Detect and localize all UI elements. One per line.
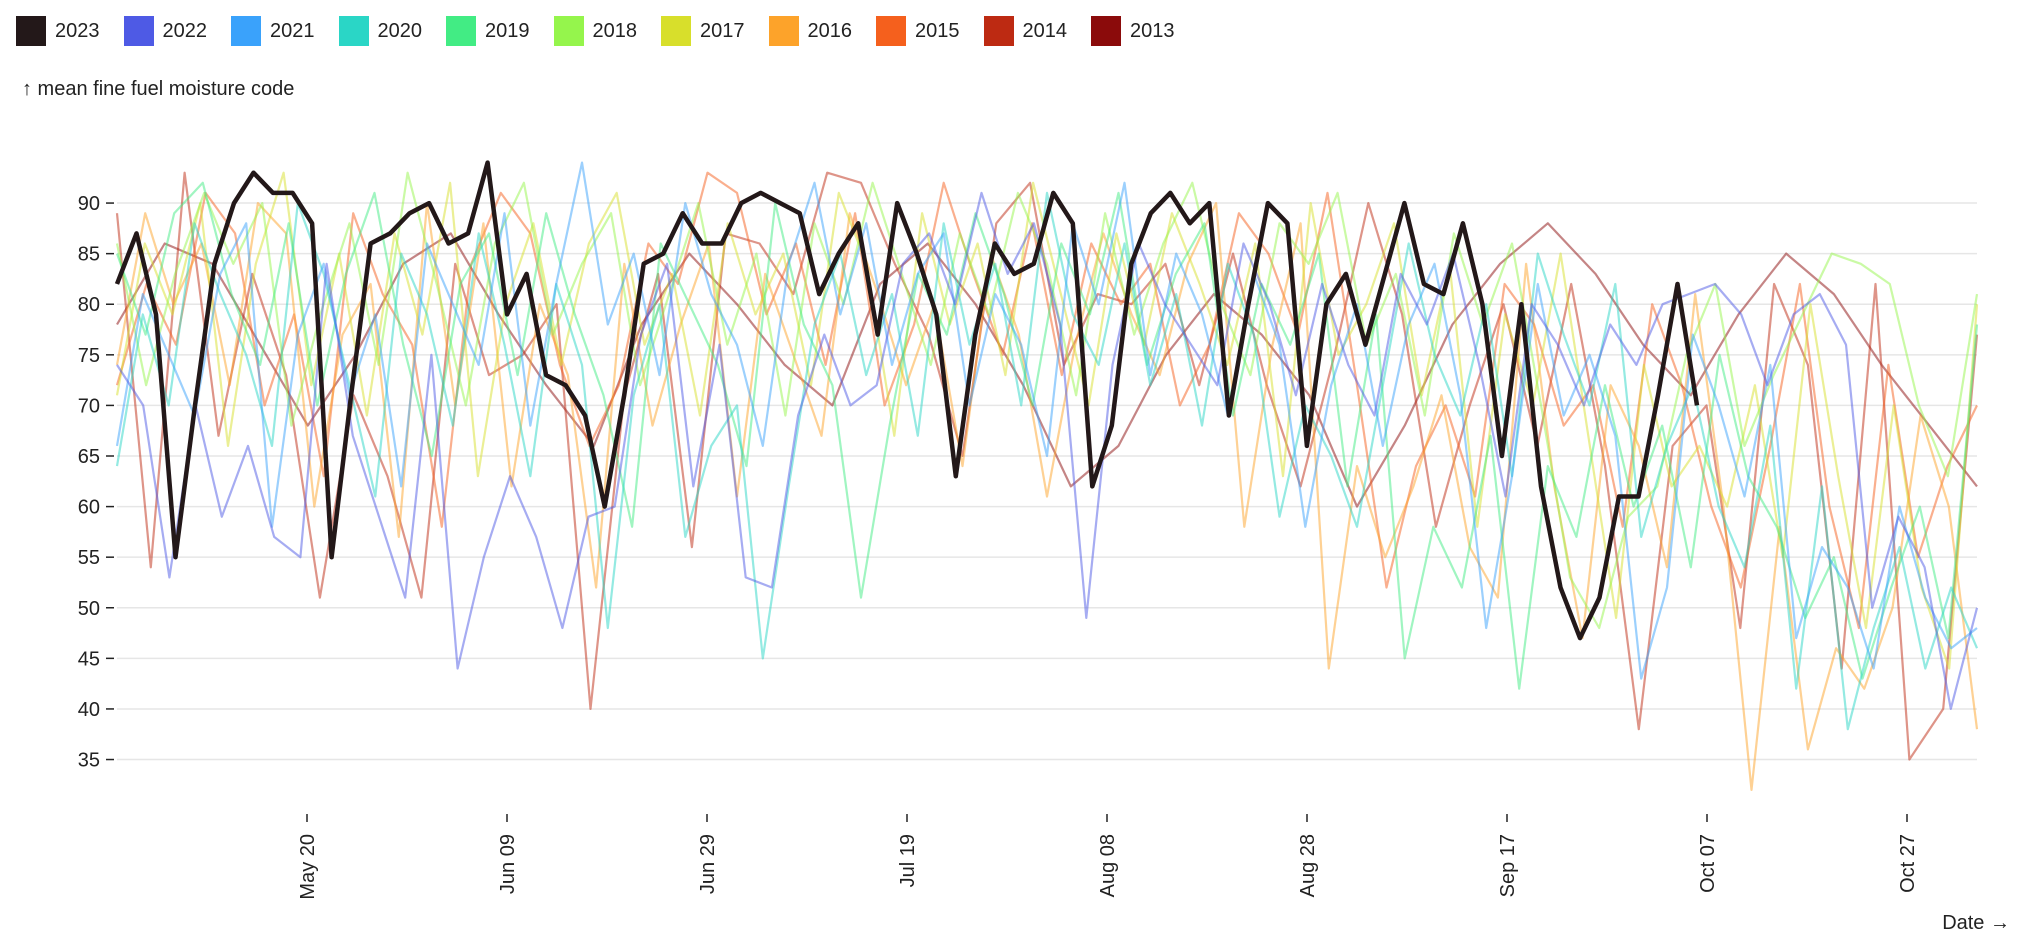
x-tick-label: Sep 17 [1497, 834, 1519, 897]
legend-item-2014[interactable]: 2014 [983, 16, 1068, 46]
y-tick-label: 80 [78, 294, 100, 316]
legend-swatch [446, 16, 476, 46]
legend-swatch [338, 16, 369, 46]
legend-label: 2019 [485, 19, 530, 42]
grid-lines [117, 202, 1977, 761]
x-tick-label: Jun 09 [497, 834, 519, 894]
legend-item-2013[interactable]: 2013 [1091, 16, 1175, 46]
legend-swatch [983, 16, 1014, 46]
y-tick-label: 50 [78, 598, 100, 620]
x-tick-label: Oct 27 [1897, 834, 1919, 893]
legend-label: 2023 [55, 19, 100, 42]
legend-item-2016[interactable]: 2016 [768, 16, 853, 46]
y-tick-label: 55 [78, 547, 100, 569]
x-tick-label: Oct 07 [1697, 834, 1719, 893]
legend-swatch [661, 16, 691, 46]
y-tick-label: 35 [78, 750, 100, 772]
series-line-2022 [116, 191, 1979, 711]
y-tick-label: 45 [78, 648, 100, 670]
y-tick-label: 85 [78, 244, 100, 266]
y-tick-label: 90 [78, 193, 100, 215]
series-lines [114, 160, 1979, 792]
series-line-2023 [114, 160, 1700, 641]
series-line-2021 [115, 161, 1978, 680]
y-tick-label: 70 [78, 395, 100, 417]
legend-swatch [123, 16, 154, 46]
legend-label: 2021 [270, 19, 315, 42]
legend-swatch [768, 16, 799, 46]
legend-label: 2020 [377, 19, 423, 42]
legend-item-2023[interactable]: 2023 [16, 16, 100, 46]
series-line-2017 [115, 171, 1979, 670]
legend-swatch [1091, 16, 1121, 46]
legend-swatch [231, 16, 261, 46]
legend-item-2015[interactable]: 2015 [876, 16, 960, 46]
y-axis-ticks: 35 40 45 50 55 60 65 70 75 80 85 90 [78, 193, 114, 772]
legend-label: 2017 [700, 19, 745, 42]
x-tick-label: Jun 29 [697, 834, 719, 894]
x-tick-label: Jul 19 [897, 834, 919, 887]
chart-legend: 2023 2022 2021 2020 2019 2018 2017 2016 2015 2014… [16, 16, 1199, 46]
legend-item-2021[interactable]: 2021 [231, 16, 315, 46]
legend-swatch [876, 16, 906, 46]
y-tick-label: 60 [78, 497, 100, 519]
x-tick-label: Aug 08 [1097, 834, 1119, 897]
x-axis-label: Date → [1942, 912, 2010, 934]
legend-label: 2022 [162, 19, 208, 42]
legend-label: 2014 [1022, 19, 1068, 42]
x-tick-label: May 20 [297, 834, 319, 900]
legend-label: 2018 [592, 19, 638, 42]
y-tick-label: 75 [78, 345, 100, 367]
legend-item-2020[interactable]: 2020 [338, 16, 423, 46]
series-line-2014 [115, 171, 1979, 761]
legend-label: 2015 [915, 19, 960, 42]
legend-label: 2013 [1130, 19, 1175, 42]
legend-swatch [553, 16, 584, 46]
legend-item-2018[interactable]: 2018 [553, 16, 638, 46]
legend-swatch [16, 16, 46, 46]
y-axis-label: ↑ mean fine fuel moisture code [22, 78, 294, 100]
legend-item-2022[interactable]: 2022 [123, 16, 208, 46]
legend-item-2017[interactable]: 2017 [661, 16, 745, 46]
series-line-2020 [115, 191, 1979, 731]
legend-item-2019[interactable]: 2019 [446, 16, 530, 46]
legend-label: 2016 [807, 19, 853, 42]
x-tick-label: Aug 28 [1297, 834, 1319, 897]
y-tick-label: 65 [78, 446, 100, 468]
y-tick-label: 40 [78, 699, 100, 721]
x-axis-ticks: May 20 Jun 09 Jun 29 Jul 19 Aug 08 Aug 28 Sep … [297, 814, 1919, 900]
